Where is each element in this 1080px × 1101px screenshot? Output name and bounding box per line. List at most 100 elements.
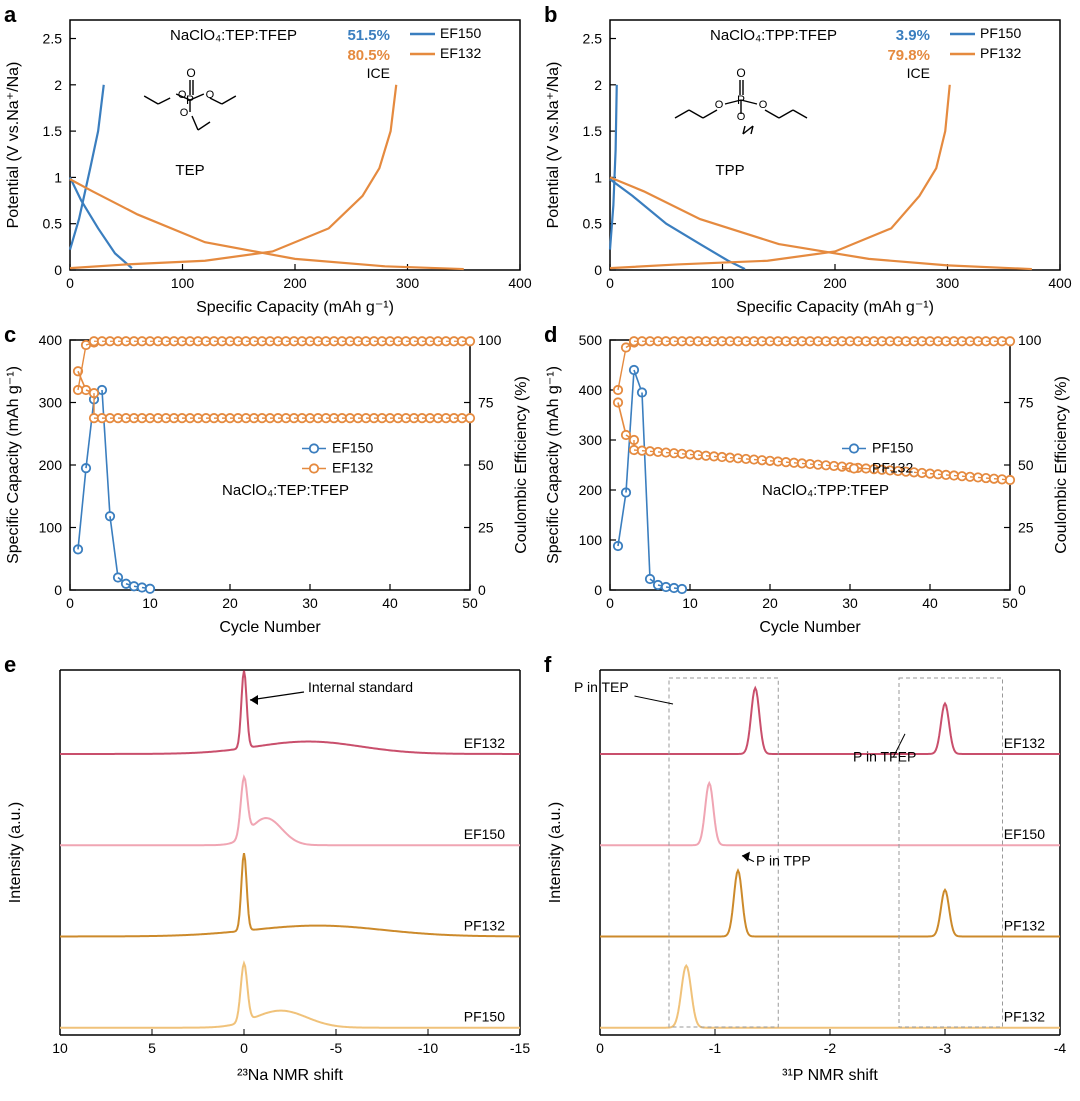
svg-text:1.5: 1.5 [583,123,603,139]
svg-text:PF132: PF132 [464,917,505,933]
svg-text:200: 200 [823,275,847,291]
svg-text:0: 0 [66,595,74,611]
svg-text:Coulombic Efficiency (%): Coulombic Efficiency (%) [1053,376,1070,554]
svg-text:3.9%: 3.9% [896,27,930,44]
svg-text:EF150: EF150 [332,440,373,456]
svg-text:0: 0 [594,262,602,278]
panel-b-label: b [544,2,557,28]
svg-text:-10: -10 [418,1040,438,1056]
svg-text:PF132: PF132 [1004,1009,1045,1025]
svg-text:Potential (V vs.Na⁺/Na): Potential (V vs.Na⁺/Na) [545,62,562,229]
svg-text:2: 2 [594,77,602,93]
svg-text:Specific Capacity (mAh g⁻¹): Specific Capacity (mAh g⁻¹) [545,366,562,564]
svg-text:400: 400 [1048,275,1072,291]
svg-text:100: 100 [1018,332,1042,348]
chart-d: 0102030405001002003004005000255075100Cyc… [540,320,1080,640]
svg-text:ICE: ICE [907,65,930,81]
svg-text:30: 30 [302,595,318,611]
svg-text:P in TEP: P in TEP [574,679,629,695]
svg-text:PF150: PF150 [464,1009,505,1025]
svg-text:-3: -3 [939,1040,952,1056]
svg-text:0.5: 0.5 [583,216,603,232]
svg-text:200: 200 [39,457,63,473]
svg-text:NaClO₄:TPP:TFEP: NaClO₄:TPP:TFEP [762,482,889,499]
svg-text:0: 0 [594,582,602,598]
svg-text:O: O [736,66,745,80]
svg-text:20: 20 [762,595,778,611]
svg-text:50: 50 [478,457,494,473]
svg-text:80.5%: 80.5% [347,47,390,64]
svg-text:PF132: PF132 [1004,917,1045,933]
panel-f-label: f [544,652,551,678]
svg-text:0: 0 [478,582,486,598]
svg-text:0: 0 [66,275,74,291]
svg-text:NaClO₄:TEP:TFEP: NaClO₄:TEP:TFEP [170,27,297,44]
panel-e-label: e [4,652,16,678]
svg-text:400: 400 [39,332,63,348]
svg-text:NaClO₄:TEP:TFEP: NaClO₄:TEP:TFEP [222,482,349,499]
chart-e: 1050-5-10-15²³Na NMR shiftIntensity (a.u… [0,650,540,1090]
svg-text:200: 200 [283,275,307,291]
panel-e: e 1050-5-10-15²³Na NMR shiftIntensity (a… [0,650,540,1090]
svg-text:10: 10 [52,1040,68,1056]
svg-text:EF150: EF150 [1004,826,1045,842]
panel-c: c 0102030405001002003004000255075100Cycl… [0,320,540,640]
svg-text:0: 0 [54,582,62,598]
svg-text:Intensity (a.u.): Intensity (a.u.) [547,802,564,903]
svg-text:P in TFEP: P in TFEP [853,748,916,764]
svg-text:Intensity (a.u.): Intensity (a.u.) [7,802,24,903]
panel-f: f 0-1-2-3-4³¹P NMR shiftIntensity (a.u.)… [540,650,1080,1090]
svg-text:EF132: EF132 [440,45,481,61]
svg-text:400: 400 [579,382,603,398]
svg-text:5: 5 [148,1040,156,1056]
svg-text:200: 200 [579,482,603,498]
svg-text:Potential (V vs.Na⁺/Na): Potential (V vs.Na⁺/Na) [5,62,22,229]
svg-text:1: 1 [54,169,62,185]
svg-text:P: P [186,93,194,107]
chart-c: 0102030405001002003004000255075100Cycle … [0,320,540,640]
svg-text:Cycle Number: Cycle Number [759,619,861,636]
svg-text:P in TPP: P in TPP [756,853,811,869]
svg-text:2: 2 [54,77,62,93]
svg-text:400: 400 [508,275,532,291]
svg-text:Specific Capacity (mAh g⁻¹): Specific Capacity (mAh g⁻¹) [5,366,22,564]
svg-text:40: 40 [382,595,398,611]
svg-text:300: 300 [936,275,960,291]
svg-text:300: 300 [396,275,420,291]
panel-d: d 0102030405001002003004005000255075100C… [540,320,1080,640]
svg-text:10: 10 [682,595,698,611]
svg-text:TPP: TPP [715,162,744,179]
svg-text:300: 300 [579,432,603,448]
svg-text:1: 1 [594,169,602,185]
svg-text:PF150: PF150 [980,25,1021,41]
svg-text:100: 100 [39,520,63,536]
svg-text:25: 25 [1018,520,1034,536]
svg-text:NaClO₄:TPP:TFEP: NaClO₄:TPP:TFEP [710,27,837,44]
svg-text:O: O [759,99,768,111]
svg-text:20: 20 [222,595,238,611]
svg-text:PF132: PF132 [872,460,913,476]
svg-text:300: 300 [39,395,63,411]
svg-text:40: 40 [922,595,938,611]
svg-text:75: 75 [1018,395,1034,411]
svg-text:O: O [737,111,746,123]
svg-text:EF150: EF150 [464,826,505,842]
svg-text:³¹P NMR shift: ³¹P NMR shift [782,1067,878,1084]
svg-text:PF150: PF150 [872,440,913,456]
svg-text:0: 0 [606,275,614,291]
chart-f: 0-1-2-3-4³¹P NMR shiftIntensity (a.u.)EF… [540,650,1080,1090]
svg-text:-2: -2 [824,1040,837,1056]
svg-text:-1: -1 [709,1040,722,1056]
svg-text:Coulombic Efficiency (%): Coulombic Efficiency (%) [513,376,530,554]
svg-text:0: 0 [54,262,62,278]
svg-text:2.5: 2.5 [43,31,63,47]
svg-text:100: 100 [478,332,502,348]
svg-text:50: 50 [1002,595,1018,611]
svg-text:²³Na NMR shift: ²³Na NMR shift [237,1067,343,1084]
svg-text:-5: -5 [330,1040,343,1056]
panel-d-label: d [544,322,557,348]
svg-text:0.5: 0.5 [43,216,63,232]
svg-text:PF132: PF132 [980,45,1021,61]
svg-text:0: 0 [606,595,614,611]
svg-text:30: 30 [842,595,858,611]
